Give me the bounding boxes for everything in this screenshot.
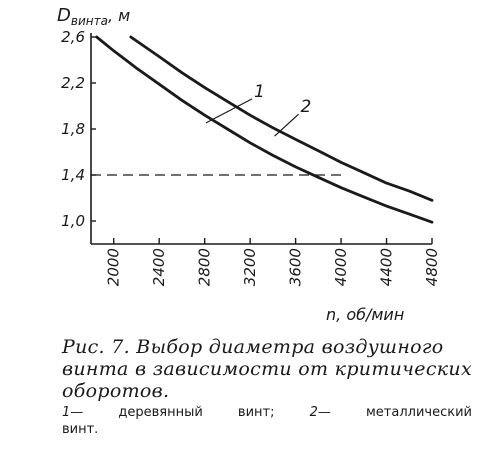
x-tick-label: 2800	[196, 248, 214, 286]
y-axis-title-unit: , м	[108, 6, 130, 25]
x-tick-label: 4800	[423, 248, 441, 286]
series-2-leader	[274, 113, 299, 137]
legend-item-1: — деревянный винт;	[70, 405, 275, 420]
y-tick-label: 1,4	[61, 166, 85, 184]
x-tick-label: 4000	[332, 248, 350, 286]
chart: 1,0 1,4 1,8 2,2 2,6 2000 2400 2800 3200 3600 4000 4…	[57, 5, 441, 324]
x-axis-title: n, об/мин	[326, 305, 404, 324]
series-line-2	[129, 35, 434, 202]
series-1-leader	[205, 98, 253, 124]
y-tick-label: 1,0	[61, 212, 85, 230]
axes	[90, 33, 433, 245]
x-tick-label: 2000	[105, 248, 123, 286]
legend-item-2: — металлический	[317, 405, 472, 420]
x-tick-label: 2400	[150, 248, 168, 286]
y-tick-label: 2,2	[61, 74, 85, 92]
series-layer	[95, 35, 434, 224]
y-tick-label: 2,6	[61, 28, 85, 46]
figure-caption: Рис. 7. Выбор диаметра воздушного винта …	[62, 336, 472, 402]
legend-number-2: 2	[309, 405, 318, 420]
legend-number-1: 1	[62, 405, 71, 420]
x-tick-label: 4400	[378, 248, 396, 286]
y-axis-title: Dвинта, м	[57, 5, 130, 28]
legend-note-continuation: винт.	[62, 422, 99, 437]
series-2-label: 2	[301, 97, 312, 117]
x-tick-label: 3600	[287, 248, 305, 286]
legend-note: 1— деревянный винт; 2— металлический	[62, 404, 472, 421]
series-line-1	[95, 35, 434, 224]
y-axis-title-subscript: винта	[71, 14, 108, 28]
x-tick-label: 3200	[241, 248, 259, 286]
chart-labels: 1,0 1,4 1,8 2,2 2,6 2000 2400 2800 3200 3600 4000 4…	[57, 5, 441, 324]
y-axis-title-main: D	[57, 5, 71, 26]
series-1-label: 1	[254, 82, 265, 102]
y-tick-label: 1,8	[61, 120, 85, 138]
